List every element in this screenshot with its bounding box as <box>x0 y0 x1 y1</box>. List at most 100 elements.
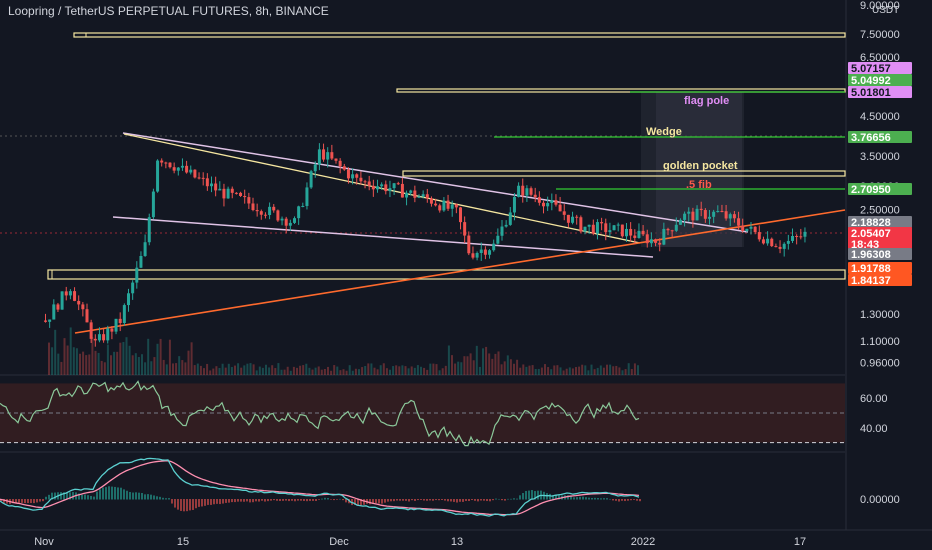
candle-body <box>73 291 77 301</box>
macd-histogram-bar <box>294 499 296 502</box>
candle-body <box>537 197 541 203</box>
macd-histogram-bar <box>384 499 386 503</box>
candle-body <box>160 160 164 163</box>
candle-body <box>492 243 496 251</box>
volume-bar <box>246 363 249 375</box>
volume-bar <box>280 369 283 375</box>
macd-histogram-bar <box>591 497 593 500</box>
macd-histogram-bar <box>60 492 62 500</box>
macd-histogram-bar <box>315 499 317 502</box>
volume-bar <box>423 367 426 375</box>
macd-histogram-bar <box>498 498 500 500</box>
macd-histogram-bar <box>429 499 431 501</box>
macd-histogram-bar <box>342 499 344 501</box>
volume-bar <box>407 368 410 375</box>
volume-bar <box>509 359 512 375</box>
price-tick-label: 6.50000 <box>860 52 900 64</box>
volume-bar <box>382 363 385 375</box>
candle-body <box>338 160 342 167</box>
macd-histogram-bar <box>69 492 71 500</box>
macd-histogram-bar <box>318 499 320 500</box>
candle-body <box>488 250 492 255</box>
volume-bar <box>209 370 212 375</box>
volume-bar <box>475 345 478 375</box>
volume-bar <box>348 365 351 375</box>
candle-body <box>205 178 209 187</box>
macd-histogram-bar <box>525 490 527 500</box>
candle-body <box>728 214 732 219</box>
macd-histogram-bar <box>267 499 269 502</box>
macd-histogram-bar <box>21 499 23 503</box>
volume-bar <box>274 368 277 375</box>
candle-body <box>106 328 110 341</box>
candle-body <box>197 177 201 179</box>
candle-body <box>342 166 346 170</box>
volume-bar <box>398 366 401 375</box>
macd-histogram-bar <box>291 499 293 501</box>
time-axis[interactable]: Nov 15 Dec 13 2022 17 <box>34 536 806 548</box>
volume-bar <box>565 368 568 375</box>
macd-histogram-bar <box>27 499 29 503</box>
volume-bar <box>491 358 494 375</box>
macd-histogram-bar <box>162 497 164 500</box>
volume-bar <box>330 370 333 375</box>
candle-body <box>226 188 230 199</box>
macd-histogram-bar <box>48 494 50 500</box>
candle-body <box>288 222 292 226</box>
candle-body <box>147 217 151 243</box>
macd-histogram-bar <box>387 499 389 502</box>
volume-bar <box>633 363 636 375</box>
candle-body <box>712 211 716 217</box>
macd-histogram-bar <box>573 497 575 500</box>
price-badge <box>848 62 912 74</box>
candle-body <box>81 304 85 310</box>
macd-histogram-bar <box>324 497 326 500</box>
candle-body <box>255 210 259 212</box>
volume-bar <box>599 365 602 375</box>
volume-bar <box>562 370 565 375</box>
candle-body <box>782 243 786 249</box>
macd-histogram-bar <box>33 499 35 504</box>
volume-bar <box>153 357 156 375</box>
volume-bar <box>485 346 488 375</box>
volume-bar <box>550 369 553 375</box>
price-badge-label: 1.91788 <box>851 263 891 275</box>
price-badge <box>848 86 912 98</box>
macd-histogram-bar <box>528 490 530 500</box>
flag-pole-zone-inner <box>656 92 742 247</box>
candle-body <box>604 223 608 233</box>
macd-histogram-bar <box>339 498 341 500</box>
volume-bar <box>162 359 165 375</box>
volume-bar <box>395 365 398 375</box>
macd-histogram-bar <box>18 499 20 503</box>
price-axis[interactable]: 9.000007.500006.500004.500003.500002.900… <box>848 0 912 506</box>
candle-body <box>164 162 168 164</box>
macd-histogram-bar <box>369 499 371 505</box>
volume-bar <box>420 366 422 375</box>
macd-pane <box>0 457 641 517</box>
candle-body <box>122 305 126 323</box>
volume-bar <box>134 353 137 375</box>
volume-bar <box>97 352 100 375</box>
macd-histogram-bar <box>177 499 179 510</box>
price-badge-label: 5.04992 <box>851 75 891 87</box>
price-tick-label: 7.50000 <box>860 29 900 41</box>
volume-bar <box>255 370 258 375</box>
candle-body <box>608 230 612 233</box>
volume-bar <box>345 370 348 375</box>
volume-bar <box>522 364 525 375</box>
macd-histogram-bar <box>336 499 338 500</box>
macd-histogram-bar <box>81 494 83 500</box>
volume-bar <box>454 363 457 375</box>
macd-histogram-bar <box>180 499 182 511</box>
macd-histogram-bar <box>441 499 443 501</box>
candle-body <box>384 184 388 192</box>
volume-bar <box>230 367 233 375</box>
macd-histogram-bar <box>390 499 392 502</box>
macd-histogram-bar <box>138 492 140 500</box>
volume-bar <box>469 353 472 375</box>
candle-body <box>434 203 438 206</box>
volume-bar <box>165 364 168 375</box>
macd-histogram-bar <box>261 499 263 501</box>
